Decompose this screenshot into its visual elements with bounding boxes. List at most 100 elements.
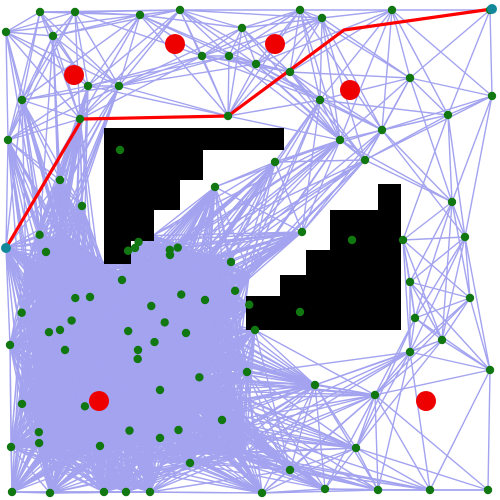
roadmap-edge [402, 239, 411, 353]
roadmap-edge [75, 260, 210, 299]
roadmap-edge [35, 311, 135, 327]
roadmap-edge [74, 11, 89, 87]
roadmap-edge [179, 9, 257, 65]
roadmap-node [150, 337, 159, 347]
roadmap-edge [234, 290, 244, 428]
roadmap-edge [248, 99, 321, 274]
roadmap-node [270, 157, 280, 167]
roadmap-edge [5, 14, 141, 33]
goal-node [487, 4, 497, 14]
roadmap-edge [221, 159, 366, 265]
roadmap-node [75, 114, 85, 124]
roadmap-edge [25, 265, 37, 312]
roadmap-edge [324, 394, 376, 490]
roadmap-edge [381, 114, 449, 131]
roadmap-edge [414, 201, 453, 319]
roadmap-edge [74, 9, 181, 13]
roadmap-edge [25, 262, 223, 267]
roadmap-edge [134, 241, 140, 326]
roadmap-edge [148, 263, 224, 422]
roadmap-edge [34, 311, 76, 422]
roadmap-edge [11, 312, 23, 493]
roadmap-node [297, 227, 307, 237]
roadmap-node [133, 354, 142, 364]
roadmap-edge [87, 9, 181, 87]
roadmap-edge [21, 341, 88, 405]
roadmap-nodes [1, 5, 497, 498]
roadmap-edge [364, 95, 493, 161]
roadmap-node [217, 415, 227, 425]
roadmap-node [5, 340, 15, 350]
roadmap-node [405, 73, 415, 83]
roadmap-edge [409, 281, 491, 371]
roadmap-edge [319, 99, 449, 116]
roadmap-edge [209, 99, 321, 262]
roadmap-node [71, 293, 80, 303]
roadmap-edge [118, 55, 230, 87]
roadmap-edge [324, 447, 357, 490]
roadmap-edge [86, 260, 211, 343]
roadmap-edge [77, 432, 263, 494]
roadmap-edge [314, 384, 379, 491]
roadmap-node [45, 488, 55, 498]
roadmap-edge [21, 403, 179, 431]
roadmap-edge [86, 341, 179, 431]
roadmap-edge [41, 427, 243, 459]
roadmap-edge [299, 9, 411, 79]
roadmap-edge [402, 201, 453, 241]
roadmap-node [121, 487, 131, 497]
roadmap-edge [60, 456, 263, 494]
roadmap-edge [409, 317, 416, 353]
roadmap-node [95, 441, 105, 451]
roadmap-edge [58, 179, 61, 231]
roadmap-edge [464, 95, 493, 238]
roadmap-edge [138, 241, 170, 251]
roadmap-edge [180, 139, 341, 267]
roadmap-node [405, 277, 415, 287]
roadmap-node [460, 232, 470, 242]
roadmap-node [230, 286, 240, 296]
hazard-zones [64, 34, 436, 411]
hazard-marker [165, 34, 185, 54]
roadmap-edge [149, 469, 291, 493]
roadmap-edge [7, 11, 41, 141]
roadmap-node [351, 443, 361, 453]
roadmap-edge [234, 99, 321, 292]
roadmap-edge [228, 9, 301, 57]
roadmap-node [425, 485, 435, 495]
roadmap-edge [409, 201, 453, 283]
roadmap-node [114, 81, 124, 91]
roadmap-node [155, 433, 165, 443]
roadmap-edge [197, 159, 366, 261]
roadmap-edge [409, 281, 416, 319]
roadmap-edge [409, 281, 443, 341]
roadmap-edge [409, 281, 471, 299]
roadmap-edge [179, 9, 230, 57]
roadmap-edge [409, 77, 449, 116]
roadmap-edge [49, 311, 99, 413]
roadmap-edge [21, 11, 41, 101]
roadmap-node [295, 5, 305, 15]
roadmap-edge [319, 99, 341, 141]
roadmap-edge [87, 14, 141, 87]
obstacles [104, 128, 401, 330]
roadmap-node [44, 327, 54, 337]
roadmap-node [487, 91, 497, 101]
roadmap-edge [139, 14, 257, 65]
roadmap-edge [21, 311, 99, 405]
roadmap-node [226, 257, 236, 267]
roadmap-node [377, 125, 387, 135]
roadmap-edge [58, 230, 76, 422]
roadmap-edge [21, 11, 76, 101]
roadmap-edge [319, 17, 323, 101]
roadmap-edge [241, 9, 301, 29]
roadmap-node [133, 345, 143, 355]
roadmap-edge [227, 27, 243, 117]
roadmap-edge [21, 403, 149, 422]
roadmap-edge [339, 139, 366, 161]
roadmap-node [77, 201, 87, 211]
roadmap-node [17, 399, 27, 409]
roadmap-edge [7, 118, 81, 141]
roadmap-edge [128, 325, 136, 431]
roadmap-edge [177, 261, 211, 431]
